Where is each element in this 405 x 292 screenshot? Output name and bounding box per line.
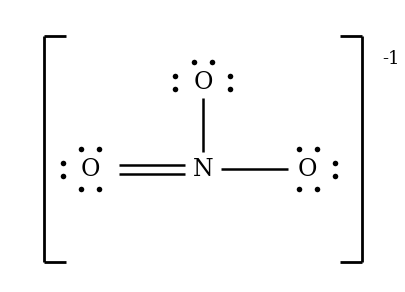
Text: O: O bbox=[297, 158, 317, 181]
Text: O: O bbox=[193, 71, 212, 94]
Text: O: O bbox=[80, 158, 100, 181]
Text: -1: -1 bbox=[382, 50, 399, 68]
Text: N: N bbox=[192, 158, 213, 181]
